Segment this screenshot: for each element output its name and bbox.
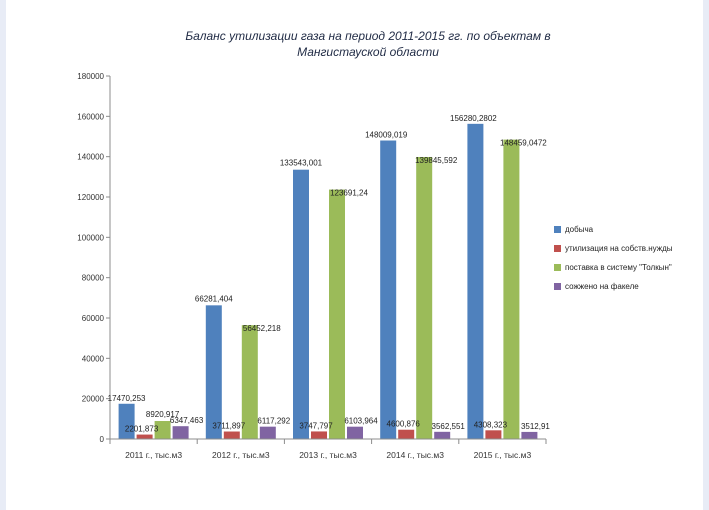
y-tick-label: 120000	[77, 193, 104, 202]
y-tick-label: 160000	[77, 112, 104, 121]
y-tick-label: 40000	[82, 354, 105, 363]
bar-3-2	[347, 426, 363, 439]
bar-2-4	[503, 139, 520, 439]
data-label: 6103,964	[344, 417, 378, 426]
bar-1-1	[223, 431, 240, 439]
chart-title-line: Баланс утилизации газа на период 2011-20…	[185, 29, 550, 43]
data-label: 4308,323	[474, 420, 508, 429]
bar-1-4	[485, 430, 502, 439]
data-label: 123691,24	[330, 189, 368, 198]
legend-swatch	[554, 283, 561, 290]
y-tick-label: 100000	[77, 233, 104, 242]
data-label: 3512,91	[521, 422, 550, 431]
legend: добыча утилизация на собств.нужды поставка…	[554, 225, 673, 291]
data-label: 148459,0472	[500, 139, 547, 148]
chart-title: Баланс утилизации газа на период 2011-20…	[185, 29, 550, 59]
data-label: 133543,001	[280, 159, 323, 168]
legend-label: поставка в систему "Толкын"	[565, 263, 672, 272]
data-label: 3711,897	[212, 422, 245, 431]
y-tick-label: 60000	[82, 314, 105, 323]
bar-1-3	[398, 429, 415, 439]
bar-0-1	[205, 305, 222, 439]
bar-0-3	[380, 140, 397, 440]
legend-swatch	[554, 245, 561, 252]
bar-3-1	[259, 426, 276, 439]
data-label: 6347,463	[170, 416, 204, 425]
x-tick-label: 2011 г., тыс.м3	[125, 450, 182, 460]
bar-chart: Баланс утилизации газа на период 2011-20…	[77, 29, 673, 460]
bar-1-0	[136, 434, 153, 439]
bar-2-1	[241, 325, 258, 439]
bar-0-4	[467, 123, 484, 439]
data-label: 3562,551	[432, 422, 466, 431]
legend-label: утилизация на собств.нужды	[565, 244, 673, 253]
y-tick-label: 140000	[77, 153, 104, 162]
bar-0-0	[118, 403, 135, 439]
bar-3-3	[434, 431, 451, 439]
data-label: 2201,873	[125, 425, 159, 434]
x-tick-label: 2013 г., тыс.м3	[299, 450, 357, 460]
data-label: 156280,2802	[450, 114, 497, 123]
bars	[118, 123, 538, 440]
data-label: 3747,797	[299, 421, 333, 430]
y-axis: 0 20000 40000 60000 80000 100000 120000 140000 1…	[77, 72, 111, 444]
y-tick-label: 20000	[82, 395, 105, 404]
y-tick-label: 0	[100, 435, 105, 444]
data-label: 56452,218	[243, 324, 281, 333]
legend-swatch	[554, 264, 561, 271]
bar-2-3	[416, 156, 433, 439]
y-tick-label: 180000	[77, 72, 104, 81]
bar-1-2	[311, 431, 327, 439]
data-label: 8920,917	[146, 410, 180, 419]
bar-3-0	[172, 426, 189, 439]
data-label: 139845,592	[415, 156, 458, 165]
bar-3-4	[521, 431, 538, 439]
data-label: 17470,253	[108, 394, 146, 403]
data-labels: 17470,253 66281,404 133543,001 148009,019 15…	[108, 114, 551, 434]
y-tick-label: 80000	[82, 274, 105, 283]
x-tick-label: 2014 г., тыс.м3	[386, 450, 444, 460]
bar-0-2	[293, 169, 309, 439]
chart-title-line: Мангистауской области	[297, 45, 439, 59]
bar-2-0	[154, 421, 171, 439]
x-axis: 2011 г., тыс.м3 2012 г., тыс.м3 2013 г., т…	[109, 438, 547, 460]
legend-label: сожжено на факеле	[565, 282, 639, 291]
data-label: 4600,876	[387, 420, 421, 429]
bar-2-2	[329, 189, 345, 439]
legend-label: добыча	[565, 225, 594, 234]
x-tick-label: 2012 г., тыс.м3	[212, 450, 270, 460]
data-label: 66281,404	[195, 294, 233, 303]
data-label: 148009,019	[365, 131, 408, 140]
legend-swatch	[554, 226, 561, 233]
data-label: 6117,292	[257, 417, 290, 426]
x-tick-label: 2015 г., тыс.м3	[474, 450, 532, 460]
